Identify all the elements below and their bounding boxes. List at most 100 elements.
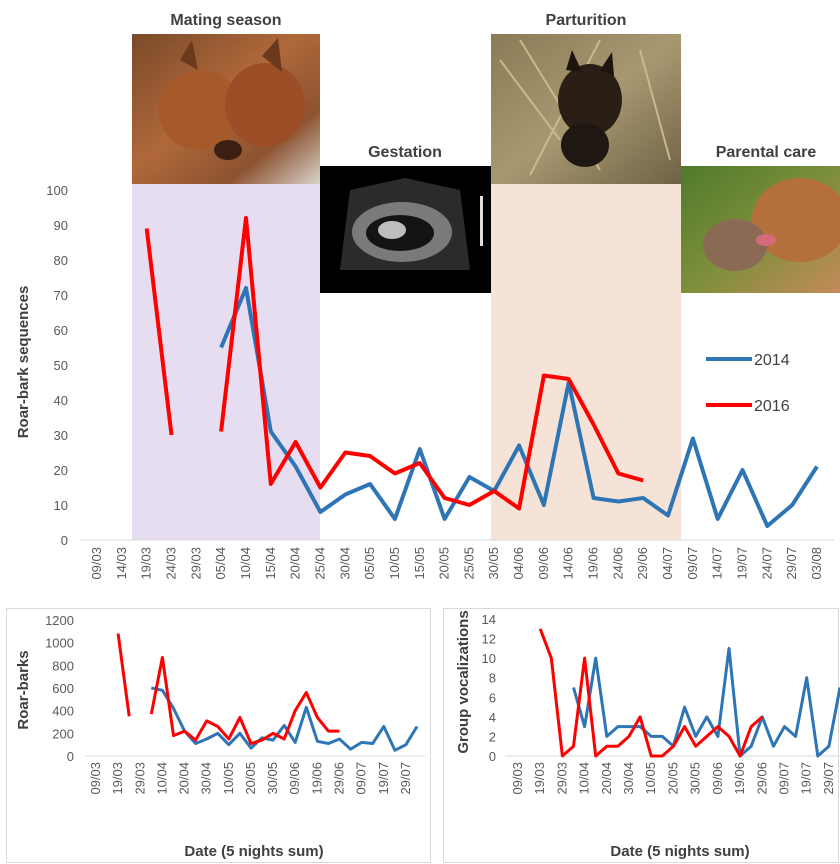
legend: 2014 2016 [706,352,790,415]
y-tick-label: 6 [489,690,496,705]
y-tick-label: 14 [482,612,496,627]
parturition-shade [491,184,681,540]
x-tick-label: 10/05 [221,762,236,795]
series-line-2016 [149,655,340,745]
main-chart: Mating season Gestation Parturition Pare… [15,12,840,580]
x-tick-label: 30/05 [688,762,703,795]
y-tick-label: 90 [54,218,68,233]
x-tick-label: 30/05 [486,547,501,580]
x-axis-ticks: 09/03 19/03 29/03 10/04 20/04 30/04 10/05 20/05… [88,762,413,795]
x-tick-label: 20/04 [288,547,303,580]
x-axis-label: Date (5 nights sum) [610,843,749,860]
series-lines [116,633,419,752]
y-tick-label: 400 [52,704,74,719]
x-tick-label: 19/07 [799,762,814,795]
x-tick-label: 05/05 [362,547,377,580]
x-tick-label: 29/06 [332,762,347,795]
y-tick-label: 12 [482,632,496,647]
x-tick-label: 10/04 [577,762,592,795]
y-axis-ticks: 0 200 400 600 800 1000 1200 [45,613,74,764]
x-tick-label: 19/06 [309,762,324,795]
x-tick-label: 09/06 [287,762,302,795]
x-tick-label: 20/04 [177,762,192,795]
y-tick-label: 100 [46,183,68,198]
x-tick-label: 29/07 [784,547,799,580]
x-tick-label: 09/03 [88,762,103,795]
y-tick-label: 80 [54,253,68,268]
x-tick-label: 09/07 [776,762,791,795]
x-tick-label: 29/07 [821,762,836,795]
period-label-parturition: Parturition [546,12,627,29]
x-tick-label: 10/05 [643,762,658,795]
x-tick-label: 30/04 [337,547,352,580]
x-tick-label: 24/07 [759,547,774,580]
x-tick-label: 19/07 [376,762,391,795]
mating-season-photo [132,34,320,184]
x-tick-label: 14/06 [561,547,576,580]
y-tick-label: 30 [54,428,68,443]
legend-label-2016: 2016 [754,398,790,415]
y-tick-label: 1000 [45,636,74,651]
series-line-2016 [219,216,644,511]
x-tick-label: 30/04 [621,762,636,795]
y-tick-label: 4 [489,710,496,725]
x-tick-label: 04/07 [660,547,675,580]
y-axis-label: Group vocalizations [455,610,472,753]
x-tick-label: 04/06 [511,547,526,580]
x-axis-ticks: 09/03 19/03 29/03 10/04 20/04 30/04 10/05 20/05… [510,762,836,795]
x-tick-label: 29/06 [754,762,769,795]
x-tick-label: 29/07 [398,762,413,795]
series-line-2014 [572,646,840,758]
y-axis-ticks: 0 2 4 6 8 10 12 14 [482,612,496,764]
x-tick-label: 10/04 [154,762,169,795]
series-line-2016 [116,633,131,717]
x-axis-label: Date (5 nights sum) [184,843,323,860]
y-tick-label: 8 [489,671,496,686]
gestation-photo [320,166,491,293]
series-line-2016 [144,228,174,436]
period-label-parental-care: Parental care [716,144,817,161]
y-axis-label: Roar-barks [15,650,32,729]
parental-care-photo [681,166,840,293]
x-tick-label: 09/03 [89,547,104,580]
x-tick-label: 20/04 [599,762,614,795]
group-vocalizations-chart: 0 2 4 6 8 10 12 14 09/03 19/03 29/03 10/04 20/04 30/… [443,608,840,863]
x-tick-label: 29/03 [554,762,569,795]
legend-label-2014: 2014 [754,352,790,369]
y-tick-label: 0 [489,749,496,764]
x-tick-label: 19/07 [735,547,750,580]
x-tick-label: 20/05 [437,547,452,580]
series-line-2016 [538,628,764,758]
roar-barks-frame [6,608,431,863]
x-tick-label: 14/07 [710,547,725,580]
x-tick-label: 09/03 [510,762,525,795]
x-tick-label: 24/03 [163,547,178,580]
x-tick-label: 10/05 [387,547,402,580]
x-tick-label: 19/03 [110,762,125,795]
series-lines [144,216,819,528]
period-label-mating-season: Mating season [170,12,281,29]
y-tick-label: 70 [54,288,68,303]
x-tick-label: 14/03 [114,547,129,580]
x-tick-label: 24/06 [610,547,625,580]
x-tick-label: 19/03 [532,762,547,795]
x-tick-label: 29/06 [635,547,650,580]
x-tick-label: 19/03 [139,547,154,580]
x-tick-label: 19/06 [586,547,601,580]
y-tick-label: 10 [54,498,68,513]
y-tick-label: 0 [67,749,74,764]
x-tick-label: 20/05 [243,762,258,795]
period-label-gestation: Gestation [368,144,442,161]
y-tick-label: 20 [54,463,68,478]
x-tick-label: 25/04 [312,547,327,580]
x-axis-ticks: 09/03 14/03 19/03 24/03 29/03 05/04 10/04 15/04… [89,547,824,580]
x-tick-label: 03/08 [809,547,824,580]
x-tick-label: 15/04 [263,547,278,580]
x-tick-label: 25/05 [461,547,476,580]
y-tick-label: 200 [52,726,74,741]
x-tick-label: 29/03 [188,547,203,580]
x-tick-label: 09/07 [685,547,700,580]
x-tick-label: 05/04 [213,547,228,580]
series-line-2014 [150,686,419,752]
